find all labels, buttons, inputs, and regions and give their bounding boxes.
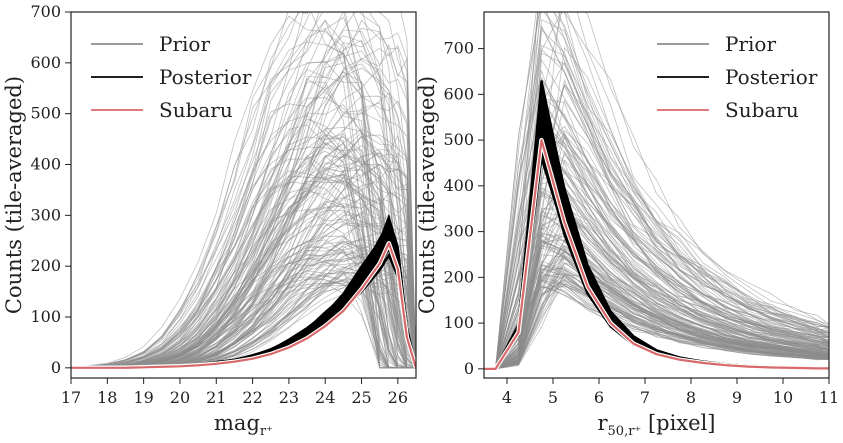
prior-sample-line: [484, 249, 829, 370]
prior-sample-line: [484, 264, 829, 370]
y-axis: 0 100 200 300 400 500 600 700: [443, 39, 484, 378]
prior-sample-line: [484, 159, 829, 370]
axes-frame: [483, 11, 830, 379]
x-tick-label: 9: [732, 388, 742, 407]
subaru-line: [71, 242, 416, 369]
x-tick-label: 19: [133, 388, 153, 407]
legend-label-subaru: Subaru: [159, 98, 233, 122]
y-tick-label: 700: [30, 2, 61, 21]
x-tick-label: 26: [388, 388, 408, 407]
prior-sample-line: [71, 12, 416, 369]
legend-label-posterior: Posterior: [725, 65, 818, 89]
y-tick-label: 0: [51, 358, 61, 377]
x-axis-label: r50,r⁺ [pixel]: [597, 411, 715, 439]
y-tick-label: 500: [30, 104, 61, 123]
plot-area: [71, 12, 416, 371]
prior-sample-line: [484, 44, 829, 370]
x-axis-label-tail: [pixel]: [641, 411, 715, 435]
y-axis-label: Counts (tile-averaged): [415, 76, 439, 314]
prior-sample-line: [71, 170, 416, 369]
x-tick-label: 18: [97, 388, 117, 407]
axes-frame: [70, 11, 417, 379]
x-tick-label: 4: [502, 388, 512, 407]
prior-sample-line: [484, 280, 829, 370]
x-axis: 17 18 19 20 21 22 23 24 25 26: [61, 378, 408, 407]
y-tick-label: 700: [443, 39, 474, 58]
x-axis-label-sub: r⁺: [260, 424, 273, 439]
prior-sample-line: [484, 275, 829, 370]
y-axis-label: Counts (tile-averaged): [2, 76, 26, 314]
prior-sample-line: [71, 205, 416, 369]
prior-sample-line: [484, 136, 829, 370]
x-axis-label: magr⁺: [214, 411, 273, 439]
prior-curves: [484, 12, 829, 370]
prior-sample-line: [484, 274, 829, 370]
y-axis: 0 100 200 300 400 500 600 700: [30, 2, 71, 377]
x-axis-label-sub: 50,r⁺: [608, 424, 642, 439]
prior-sample-line: [71, 181, 416, 369]
x-tick-label: 22: [242, 388, 262, 407]
x-axis: 4 5 6 7 8 9 10 11: [502, 378, 839, 407]
y-tick-label: 600: [30, 53, 61, 72]
y-tick-label: 100: [30, 307, 61, 326]
y-tick-label: 200: [30, 256, 61, 275]
legend-label-prior: Prior: [159, 32, 210, 56]
x-axis-label-main: r: [597, 411, 608, 435]
x-tick-label: 8: [686, 388, 696, 407]
y-tick-label: 400: [443, 176, 474, 195]
prior-sample-line: [484, 83, 829, 370]
x-tick-label: 7: [640, 388, 650, 407]
x-tick-label: 24: [315, 388, 335, 407]
x-tick-label: 20: [170, 388, 190, 407]
prior-sample-line: [484, 12, 829, 370]
prior-curves: [71, 12, 416, 369]
prior-sample-line: [71, 90, 416, 369]
y-tick-label: 300: [30, 205, 61, 224]
y-tick-label: 0: [464, 359, 474, 378]
x-tick-label: 21: [206, 388, 226, 407]
x-tick-label: 6: [594, 388, 604, 407]
y-tick-label: 100: [443, 313, 474, 332]
legend: Prior Posterior Subaru: [657, 32, 818, 122]
plot-area: [484, 12, 829, 372]
prior-sample-line: [484, 226, 829, 370]
x-tick-label: 11: [819, 388, 839, 407]
prior-sample-line: [484, 19, 829, 370]
x-tick-label: 23: [279, 388, 299, 407]
subaru-line: [484, 139, 829, 370]
prior-sample-line: [484, 201, 829, 370]
x-tick-label: 25: [351, 388, 371, 407]
legend-label-subaru: Subaru: [725, 98, 799, 122]
y-tick-label: 600: [443, 84, 474, 103]
prior-sample-line: [484, 178, 829, 370]
prior-sample-line: [484, 24, 829, 370]
x-tick-label: 5: [548, 388, 558, 407]
legend-label-prior: Prior: [725, 32, 776, 56]
legend-label-posterior: Posterior: [159, 65, 252, 89]
legend: Prior Posterior Subaru: [91, 32, 252, 122]
left-panel-mag-counts: 17 18 19 20 21 22 23 24 25 26 0 100 200 300 400 500 600 7…: [2, 2, 417, 439]
prior-sample-line: [484, 272, 829, 370]
y-tick-label: 500: [443, 130, 474, 149]
x-tick-label: 10: [773, 388, 793, 407]
right-panel-radius-counts: 4 5 6 7 8 9 10 11 0 100 200 300 400 500 600 700 r50,r⁺ […: [415, 11, 839, 439]
y-tick-label: 200: [443, 267, 474, 286]
prior-sample-line: [71, 270, 416, 369]
y-tick-label: 400: [30, 155, 61, 174]
prior-sample-line: [484, 12, 829, 370]
x-tick-label: 17: [61, 388, 81, 407]
prior-sample-line: [484, 240, 829, 370]
y-tick-label: 300: [443, 222, 474, 241]
x-axis-label-main: mag: [214, 411, 260, 435]
prior-sample-line: [484, 212, 829, 370]
